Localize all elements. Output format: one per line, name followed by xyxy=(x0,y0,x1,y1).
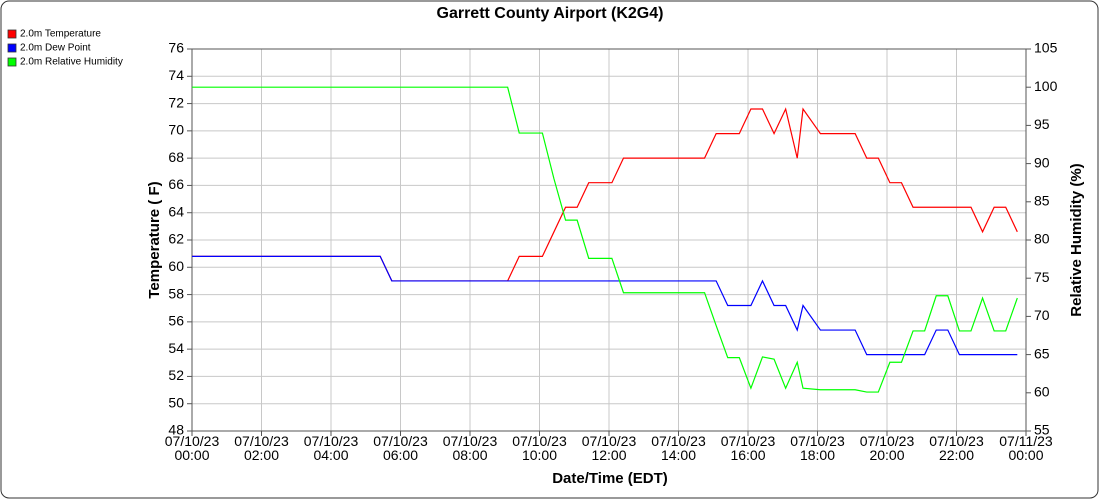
y2-tick-label: 80 xyxy=(1034,231,1050,247)
y-axis-label: Temperature ( F) xyxy=(146,181,163,298)
legend-label: 2.0m Temperature xyxy=(20,29,101,40)
y-tick-label: 48 xyxy=(168,422,184,438)
legend-swatch xyxy=(7,57,17,67)
plot-area xyxy=(191,48,1027,432)
x-tick-label: 07/10/23 02:00 xyxy=(234,433,289,463)
x-axis-label: Date/Time (EDT) xyxy=(552,470,668,487)
y2-tick-label: 65 xyxy=(1034,345,1050,361)
legend-label: 2.0m Relative Humidity xyxy=(20,57,123,68)
series-line xyxy=(192,107,1018,282)
y-tick-label: 50 xyxy=(168,394,184,410)
y-tick-label: 74 xyxy=(168,67,184,83)
y-tick-label: 54 xyxy=(168,340,184,356)
y-tick-label: 58 xyxy=(168,285,184,301)
y-tick-label: 66 xyxy=(168,176,184,192)
series-line xyxy=(192,255,1018,356)
x-tick-label: 07/10/23 20:00 xyxy=(859,433,915,463)
x-tick-label: 07/10/23 14:00 xyxy=(651,433,706,463)
y2-tick-label: 105 xyxy=(1034,40,1058,56)
y2-tick-label: 90 xyxy=(1034,154,1050,170)
y2-tick-label: 85 xyxy=(1034,193,1050,209)
y2-tick-label: 55 xyxy=(1034,422,1050,438)
x-tick-label: 07/10/23 12:00 xyxy=(581,433,637,463)
y2-tick-label: 100 xyxy=(1034,78,1058,94)
y-tick-label: 52 xyxy=(168,367,184,383)
y-tick-label: 68 xyxy=(168,149,184,165)
y-tick-label: 56 xyxy=(168,313,184,329)
x-tick-label: 07/11/23 00:00 xyxy=(999,433,1053,463)
y2-tick-label: 60 xyxy=(1034,384,1050,400)
x-tick-label: 07/10/23 16:00 xyxy=(720,433,776,463)
legend-label: 2.0m Dew Point xyxy=(20,43,91,54)
x-tick-label: 07/10/23 04:00 xyxy=(303,433,359,463)
x-tick-label: 07/10/23 18:00 xyxy=(790,433,845,463)
legend-swatch xyxy=(7,43,17,53)
x-tick-label: 07/10/23 22:00 xyxy=(929,433,984,463)
y2-tick-label: 75 xyxy=(1034,269,1050,285)
series-line xyxy=(192,86,1018,393)
y-tick-label: 64 xyxy=(168,203,184,219)
y2-axis-label: Relative Humidity (%) xyxy=(1068,163,1085,316)
chart-title: Garrett County Airport (K2G4) xyxy=(437,5,664,22)
y-tick-label: 76 xyxy=(168,40,184,56)
x-tick-label: 07/10/23 08:00 xyxy=(442,433,498,463)
x-tick-label: 07/10/23 10:00 xyxy=(512,433,567,463)
y2-tick-label: 95 xyxy=(1034,116,1050,132)
y-tick-label: 62 xyxy=(168,231,184,247)
legend-swatch xyxy=(7,29,17,39)
x-tick-label: 07/10/23 06:00 xyxy=(373,433,428,463)
y-tick-label: 72 xyxy=(168,94,184,110)
y2-tick-label: 70 xyxy=(1034,307,1050,323)
y-tick-label: 60 xyxy=(168,258,184,274)
x-tick-label: 07/10/23 00:00 xyxy=(164,433,220,463)
y-tick-label: 70 xyxy=(168,122,184,138)
